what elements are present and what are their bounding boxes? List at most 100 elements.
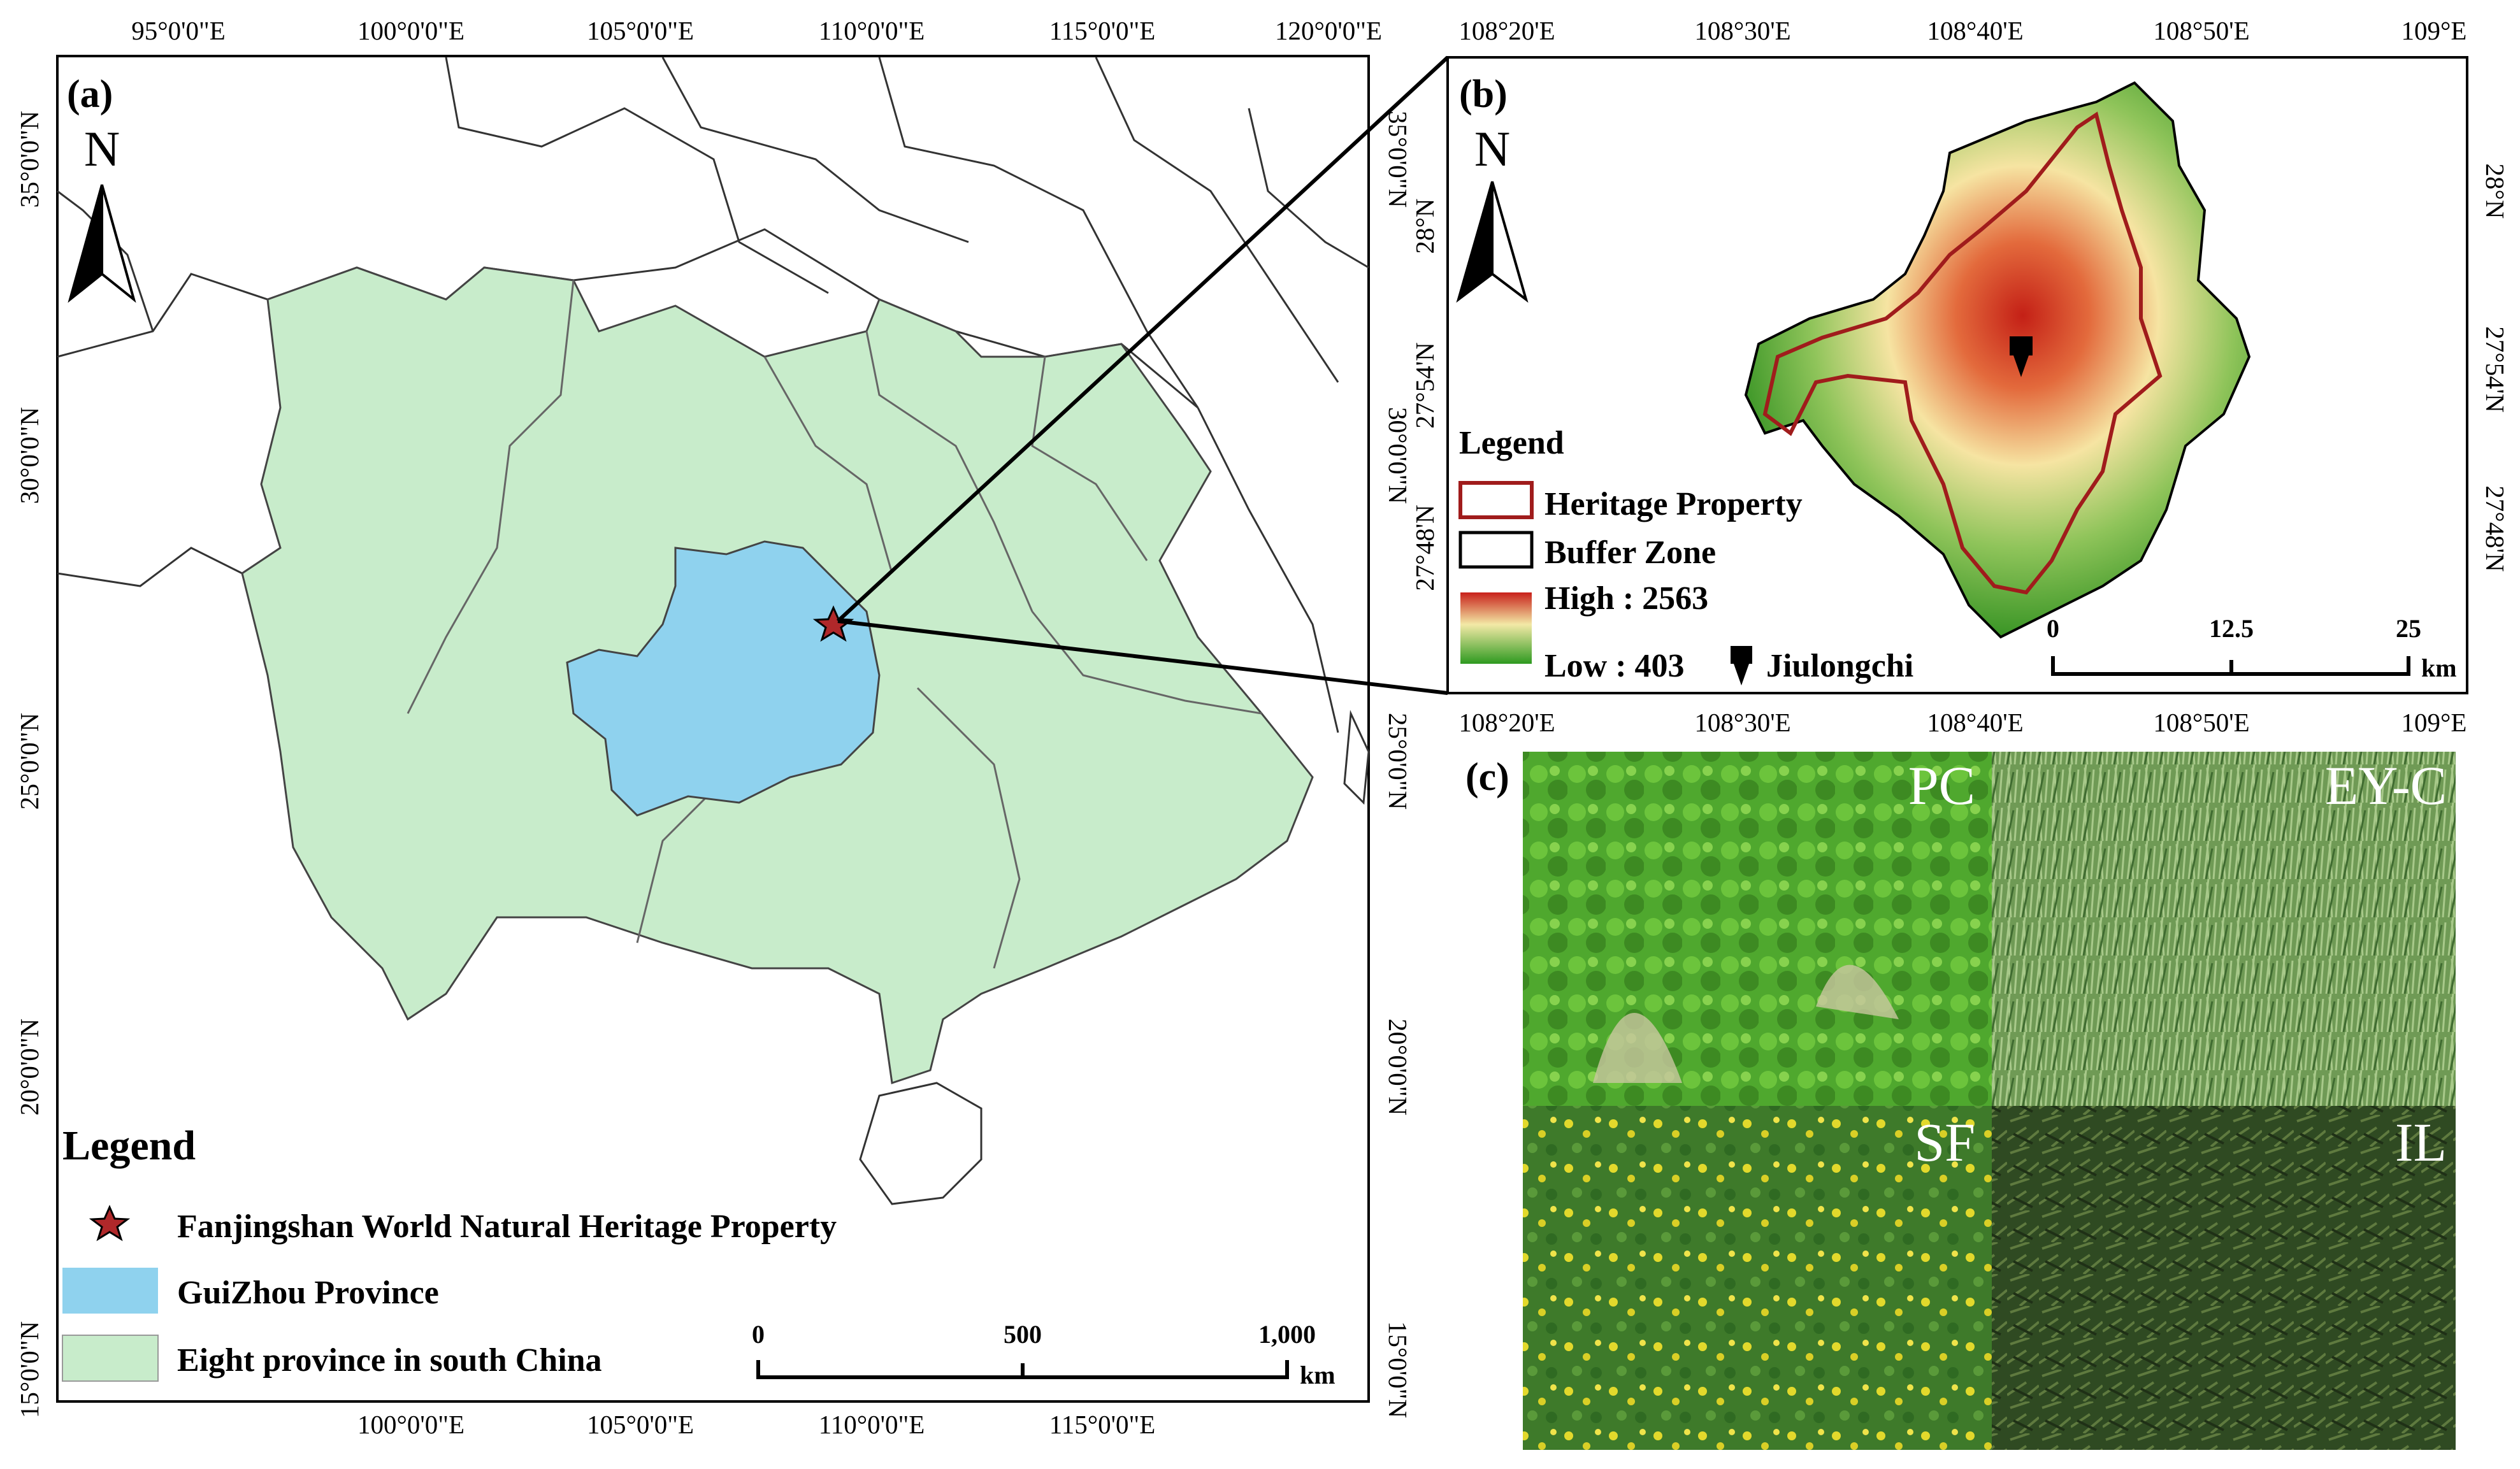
svg-text:27°48'N: 27°48'N — [2480, 485, 2510, 571]
svg-text:25: 25 — [2396, 614, 2421, 643]
svg-text:27°54'N: 27°54'N — [2480, 326, 2510, 412]
svg-text:108°20'E: 108°20'E — [1458, 708, 1555, 737]
lon-tick: 120°0'0"E — [1275, 16, 1382, 45]
photo-ey-c: EY-C — [1992, 752, 2456, 1106]
legend-item-south-china: Eight province in south China — [177, 1342, 602, 1379]
buffer-zone — [1744, 81, 2251, 639]
photo-pc: PC — [1523, 752, 1992, 1106]
connector-lines — [836, 55, 1450, 695]
lat-tick: 35°0'0"N — [1383, 111, 1413, 208]
svg-text:108°50'E: 108°50'E — [2153, 708, 2249, 737]
taiwan-outline — [1343, 710, 1370, 805]
svg-text:500: 500 — [1004, 1320, 1042, 1349]
north-arrow-icon: N — [68, 121, 136, 303]
svg-text:1,000: 1,000 — [1258, 1320, 1316, 1349]
legend-item-buffer: Buffer Zone — [1544, 534, 1716, 571]
legend-swatch-buffer — [1458, 531, 1534, 569]
photo-il: IL — [1992, 1106, 2456, 1450]
lon-tick: 105°0'0"E — [587, 1410, 694, 1439]
svg-text:108°40'E: 108°40'E — [1927, 708, 2023, 737]
panel-b-left-ticks: 28°N 27°54'N 27°48'N — [1410, 198, 1439, 591]
lat-tick: 20°0'0"N — [15, 1019, 44, 1115]
svg-text:108°30'E: 108°30'E — [1694, 708, 1790, 737]
panel-b-legend: Legend Heritage Property Buffer Zone Hig… — [1458, 425, 1913, 685]
lon-tick: 105°0'0"E — [587, 16, 694, 45]
legend-swatch-guizhou — [62, 1268, 158, 1314]
lon-tick: 115°0'0"E — [1049, 16, 1156, 45]
legend-item-high: High : 2563 — [1544, 580, 1708, 617]
panel-b-label: (b) — [1459, 73, 1508, 116]
svg-text:IL: IL — [2395, 1112, 2447, 1173]
svg-text:109°E: 109°E — [2401, 16, 2467, 45]
legend-item-heritage: Heritage Property — [1544, 486, 1803, 522]
svg-text:12.5: 12.5 — [2209, 614, 2254, 643]
svg-text:km: km — [1300, 1361, 1336, 1389]
svg-text:28°N: 28°N — [2480, 163, 2510, 219]
legend-item-jiulongchi: Jiulongchi — [1766, 648, 1913, 684]
lon-tick: 100°0'0"E — [357, 16, 464, 45]
hainan-outline — [859, 1082, 983, 1205]
svg-text:108°30'E: 108°30'E — [1694, 16, 1790, 45]
panel-b-top-ticks: 108°20'E 108°30'E 108°40'E 108°50'E 109°… — [1458, 16, 2466, 45]
svg-text:28°N: 28°N — [1410, 198, 1439, 254]
legend-title: Legend — [62, 1122, 196, 1169]
lon-tick: 110°0'0"E — [819, 1410, 925, 1439]
panel-a-bottom-ticks: 100°0'0"E 105°0'0"E 110°0'0"E 115°0'0"E — [357, 1410, 1155, 1439]
lon-tick: 110°0'0"E — [819, 16, 925, 45]
legend-item-guizhou: GuiZhou Province — [177, 1275, 439, 1311]
lat-tick: 15°0'0"N — [1383, 1321, 1413, 1418]
svg-text:109°E: 109°E — [2401, 708, 2467, 737]
panel-a-map: 95°0'0"E 100°0'0"E 105°0'0"E 110°0'0"E 1… — [15, 16, 1413, 1439]
lon-tick: 115°0'0"E — [1049, 1410, 1156, 1439]
legend-swatch-south-china — [62, 1335, 159, 1382]
guizhou-province — [566, 540, 881, 817]
lat-tick: 35°0'0"N — [15, 111, 44, 208]
panel-b-scale-bar: 0 12.5 25 km — [2047, 614, 2457, 682]
panel-b-right-ticks: 28°N 27°54'N 27°48'N — [2480, 163, 2510, 571]
svg-text:108°40'E: 108°40'E — [1927, 16, 2023, 45]
legend-dem-ramp — [1460, 592, 1532, 664]
legend-swatch-heritage — [1458, 481, 1534, 519]
panel-a-left-ticks: 35°0'0"N 30°0'0"N 25°0'0"N 20°0'0"N 15°0… — [15, 111, 44, 1418]
panel-a-scale-bar: 0 500 1,000 km — [752, 1320, 1336, 1389]
svg-text:0: 0 — [752, 1320, 765, 1349]
svg-text:km: km — [2421, 654, 2457, 682]
svg-text:108°50'E: 108°50'E — [2153, 16, 2249, 45]
svg-text:27°54'N: 27°54'N — [1410, 342, 1439, 428]
lat-tick: 30°0'0"N — [1383, 407, 1413, 504]
svg-text:0: 0 — [2047, 614, 2059, 643]
south-china-province-borders — [407, 280, 1262, 969]
photo-sf: SF — [1523, 1106, 1992, 1450]
panel-c-photos: (c) PC EY-C SF IL — [1465, 752, 2456, 1450]
lon-tick: 95°0'0"E — [131, 16, 226, 45]
svg-text:N: N — [1474, 121, 1510, 176]
svg-text:27°48'N: 27°48'N — [1410, 505, 1439, 591]
panel-b-map: (b) N 108°20'E 108°30'E 108°40'E 108°50'… — [1410, 16, 2510, 737]
jiulongchi-legend-icon — [1731, 646, 1752, 685]
legend-item-heritage: Fanjingshan World Natural Heritage Prope… — [177, 1208, 837, 1245]
lat-tick: 15°0'0"N — [15, 1321, 44, 1418]
fanjingshan-star-marker — [812, 605, 854, 642]
lat-tick: 30°0'0"N — [15, 407, 44, 504]
lat-tick: 25°0'0"N — [1383, 713, 1413, 810]
legend-item-low: Low : 403 — [1544, 648, 1685, 684]
svg-text:SF: SF — [1914, 1112, 1975, 1173]
svg-text:EY-C: EY-C — [2325, 755, 2447, 816]
jiulongchi-marker-icon — [2010, 336, 2033, 377]
heritage-property — [1762, 111, 2163, 595]
panel-b-bottom-ticks: 108°20'E 108°30'E 108°40'E 108°50'E 109°… — [1458, 708, 2466, 737]
lat-tick: 20°0'0"N — [1383, 1019, 1413, 1115]
lat-tick: 25°0'0"N — [15, 713, 44, 810]
panel-a-label: (a) — [67, 73, 113, 116]
svg-text:PC: PC — [1908, 755, 1975, 816]
panel-a-right-ticks: 35°0'0"N 30°0'0"N 25°0'0"N 20°0'0"N 15°0… — [1383, 111, 1413, 1418]
north-arrow-icon: N — [1456, 121, 1529, 303]
lon-tick: 100°0'0"E — [357, 1410, 464, 1439]
panel-a-legend: Legend Fanjingshan World Natural Heritag… — [62, 1122, 837, 1382]
legend-title: Legend — [1459, 425, 1564, 461]
panel-a-top-ticks: 95°0'0"E 100°0'0"E 105°0'0"E 110°0'0"E 1… — [131, 16, 1382, 45]
svg-text:N: N — [84, 121, 120, 176]
panel-c-label: (c) — [1465, 756, 1509, 799]
star-icon — [89, 1205, 131, 1242]
svg-text:108°20'E: 108°20'E — [1458, 16, 1555, 45]
